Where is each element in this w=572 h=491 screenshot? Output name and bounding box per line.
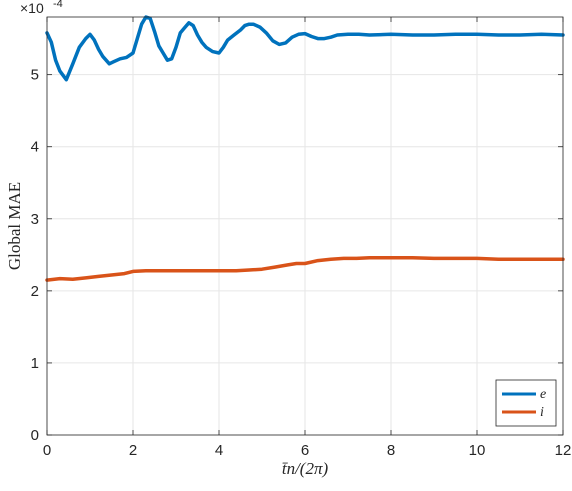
y-tick-label: 0 xyxy=(31,427,39,444)
x-tick-label: 2 xyxy=(129,442,137,459)
y-tick-label: 5 xyxy=(31,67,39,84)
series-lines xyxy=(45,15,565,282)
legend-label-i: i xyxy=(540,405,544,420)
y-exponent-power: -4 xyxy=(53,0,63,10)
x-tick-label: 8 xyxy=(387,442,395,459)
grid xyxy=(46,17,564,436)
x-tick-label: 6 xyxy=(301,442,309,459)
legend-label-e: e xyxy=(540,387,546,402)
x-tick-label: 10 xyxy=(469,442,486,459)
series-line-e xyxy=(45,15,565,82)
legend: e i xyxy=(495,379,557,427)
y-exponent-base: ×10 xyxy=(20,0,44,16)
x-tick-label: 12 xyxy=(555,442,572,459)
y-tick-label: 1 xyxy=(31,355,39,372)
series-line-i xyxy=(45,255,565,282)
x-tick-label: 0 xyxy=(43,442,51,459)
x-tick-label: 4 xyxy=(215,442,223,459)
y-tick-label: 2 xyxy=(31,283,39,300)
legend-box xyxy=(495,379,557,427)
x-axis-label: t̄n/(2π) xyxy=(282,459,329,478)
y-tick-label: 3 xyxy=(31,211,39,228)
y-axis-label: Global MAE xyxy=(5,182,24,270)
y-tick-label: 4 xyxy=(31,139,39,156)
